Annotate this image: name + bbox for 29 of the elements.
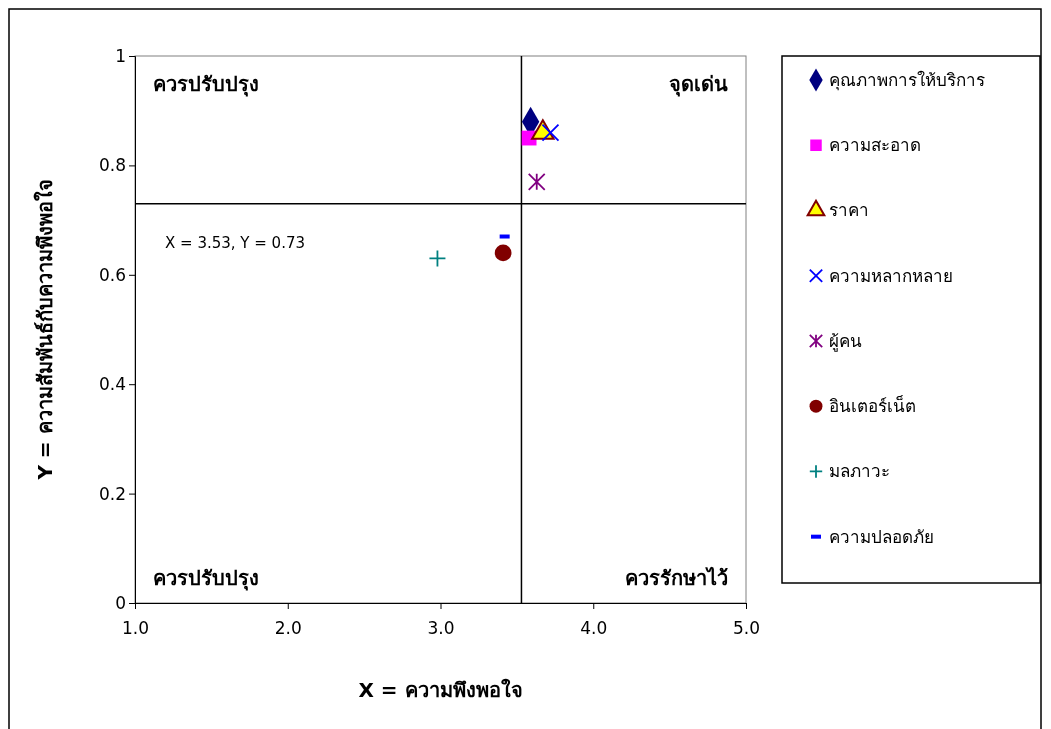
- annotation: จุดเด่น: [669, 72, 728, 97]
- annotation: ควรปรับปรุง: [153, 72, 259, 97]
- x-tick-label: 2.0: [274, 618, 302, 639]
- x-tick-label: 1.0: [121, 618, 150, 639]
- y-tick-label: 0: [115, 592, 126, 613]
- legend-label: ราคา: [829, 200, 869, 221]
- annotation: ควรรักษาไว้: [625, 566, 728, 590]
- x-tick-label: 3.0: [427, 618, 455, 639]
- x-axis-title: X = ความพึงพอใจ: [358, 678, 523, 702]
- y-tick-label: 0.2: [98, 483, 126, 504]
- y-tick-label: 0.8: [98, 155, 126, 176]
- legend-label: อินเตอร์เน็ต: [829, 395, 916, 417]
- legend-label: ความสะอาด: [829, 135, 921, 156]
- y-tick-label: 1: [115, 45, 126, 66]
- legend-label: มลภาวะ: [829, 461, 890, 482]
- legend-label: ความปลอดภัย: [829, 526, 934, 547]
- x-tick-label: 5.0: [732, 618, 761, 639]
- point: [494, 244, 512, 262]
- legend-label: คุณภาพการให้บริการ: [829, 70, 985, 91]
- point: [527, 172, 546, 191]
- legend-label: ความหลากหลาย: [829, 265, 953, 286]
- annotation: ควรปรับปรุง: [153, 566, 259, 591]
- point: [428, 249, 447, 268]
- y-axis-title: Y = ความสัมพันธ์กับความพึงพอใจ: [33, 179, 57, 481]
- y-tick-label: 0.4: [98, 374, 126, 395]
- y-tick-label: 0.6: [98, 264, 126, 285]
- x-tick-label: 4.0: [580, 618, 608, 639]
- legend-label: ผู้คน: [829, 330, 862, 352]
- ref-line-label: X = 3.53, Y = 0.73: [165, 233, 305, 252]
